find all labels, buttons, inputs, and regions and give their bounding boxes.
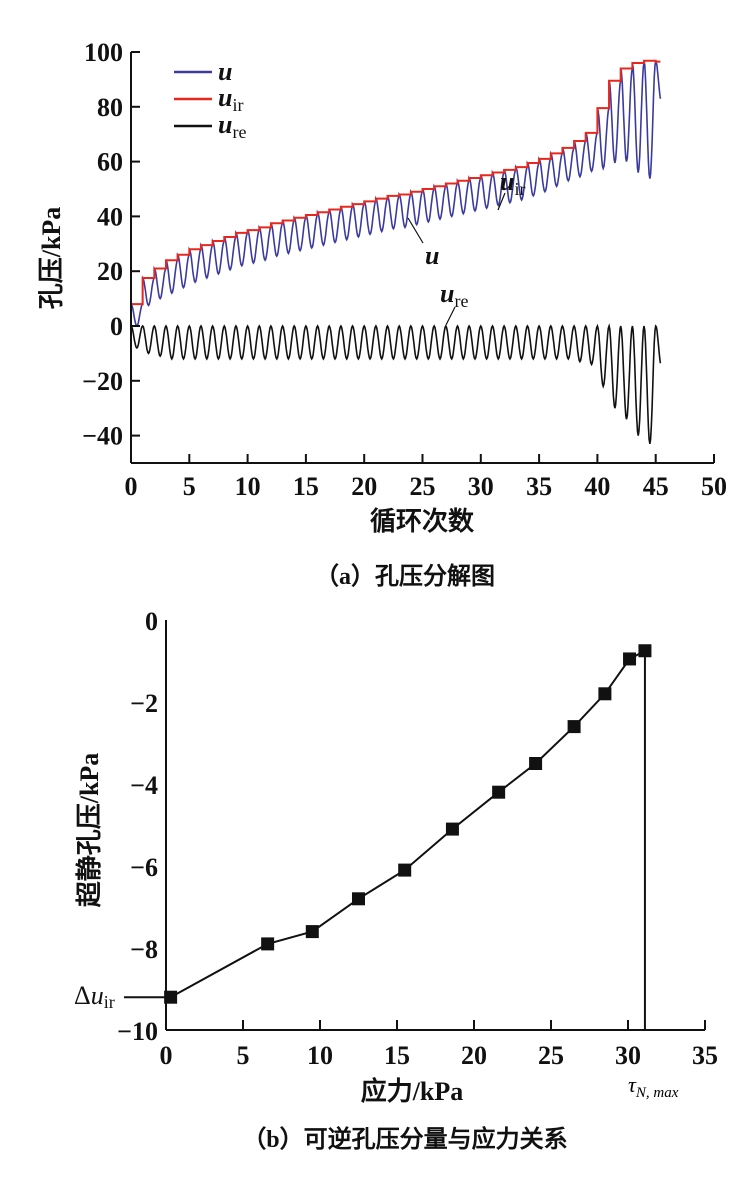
x-tick-label: 10: [235, 472, 261, 501]
series-line: [170, 649, 646, 999]
data-point-marker: [164, 990, 178, 1004]
x-tick-label: 0: [160, 1041, 173, 1070]
chart-a-ticks: 0 5 10 15 20 25 30 35 40 45 50 100 80 60 40 20 0 −20 −40: [82, 38, 727, 501]
y-tick-label: 0: [145, 607, 158, 636]
x-tick-label: 45: [643, 472, 669, 501]
data-point-marker: [445, 822, 459, 836]
chart-a-x-label: 循环次数: [370, 507, 475, 536]
chart-a-pore-pressure-decomposition: 0 5 10 15 20 25 30 35 40 45 50 100 80 60 40 20 0 −20 −40 u…: [37, 38, 727, 590]
chart-b-ticks: 0 5 10 15 20 25 30 35 0 −2 −4 −6 −8 −10: [117, 607, 718, 1070]
delta-u-ir-label: Δuir: [74, 981, 115, 1012]
x-tick-label: 15: [384, 1041, 410, 1070]
y-tick-label: −40: [82, 422, 123, 451]
data-point-marker: [352, 892, 365, 906]
data-point-marker: [261, 937, 275, 951]
x-tick-label: 5: [237, 1041, 250, 1070]
y-tick-label: −2: [130, 689, 158, 718]
annotation-u-ir: uir: [500, 167, 525, 199]
y-tick-label: 40: [97, 202, 123, 231]
data-point-marker: [638, 644, 652, 658]
chart-b-series: [124, 644, 652, 1030]
x-tick-label: 50: [701, 472, 727, 501]
x-tick-label: 35: [692, 1041, 718, 1070]
y-tick-label: 0: [110, 312, 123, 341]
annotation-u-leader: [407, 217, 424, 244]
x-tick-label: 25: [538, 1041, 564, 1070]
x-tick-label: 5: [183, 472, 196, 501]
x-tick-label: 15: [293, 472, 319, 501]
annotation-u-ir-leader: [497, 192, 506, 211]
x-tick-label: 30: [468, 472, 494, 501]
tau-n-max-label: τN, max: [628, 1072, 679, 1101]
data-point-marker: [598, 687, 612, 701]
chart-a-series: [130, 59, 662, 444]
data-point-marker: [567, 720, 581, 734]
y-tick-label: −4: [130, 771, 158, 800]
data-point-marker: [529, 757, 543, 770]
x-tick-label: 10: [307, 1041, 333, 1070]
data-point-marker: [305, 925, 319, 939]
y-tick-label: 100: [84, 38, 123, 67]
y-tick-label: 80: [97, 93, 123, 122]
legend-label-u: u: [218, 57, 232, 86]
chart-a-caption: （a）孔压分解图: [315, 562, 495, 590]
data-point-marker: [623, 652, 637, 666]
legend-label-u-ir: uir: [218, 83, 243, 115]
x-tick-label: 0: [125, 472, 138, 501]
x-tick-label: 25: [410, 472, 436, 501]
legend-label-u-re: ure: [218, 110, 246, 142]
series-u-ir-line: [130, 59, 661, 326]
y-tick-label: −20: [82, 367, 123, 396]
data-point-marker: [398, 863, 412, 877]
chart-b-x-label: 应力/kPa: [361, 1076, 464, 1106]
y-tick-label: 20: [97, 257, 123, 286]
x-tick-label: 30: [615, 1041, 641, 1070]
chart-a-legend: u uir ure: [174, 57, 246, 142]
y-tick-label: 60: [97, 148, 123, 177]
chart-b-reversible-pore-pressure-vs-stress: 0 5 10 15 20 25 30 350−2−4−6−8−10 Δuir τN, max …: [74, 607, 718, 1153]
y-tick-label: −10: [117, 1017, 158, 1046]
series-u-re-line: [130, 323, 662, 444]
data-point-marker: [492, 785, 506, 799]
x-tick-label: 20: [461, 1041, 487, 1070]
annotation-u: u: [425, 241, 439, 270]
annotation-u-re: ure: [440, 279, 468, 311]
x-tick-label: 35: [526, 472, 552, 501]
x-tick-label: 40: [584, 472, 610, 501]
chart-b-caption: （b）可逆孔压分量与应力关系: [242, 1125, 567, 1153]
x-tick-label: 20: [351, 472, 377, 501]
series-u-line: [130, 60, 662, 328]
y-tick-label: −6: [130, 853, 158, 882]
chart-b-y-label: 超静孔压/kPa: [74, 753, 104, 908]
annotation-u-re-leader: [445, 306, 456, 326]
chart-a-y-label: 孔压/kPa: [37, 207, 66, 310]
chart-a-annotations: uir u ure: [407, 167, 525, 326]
y-tick-label: −8: [130, 935, 158, 964]
